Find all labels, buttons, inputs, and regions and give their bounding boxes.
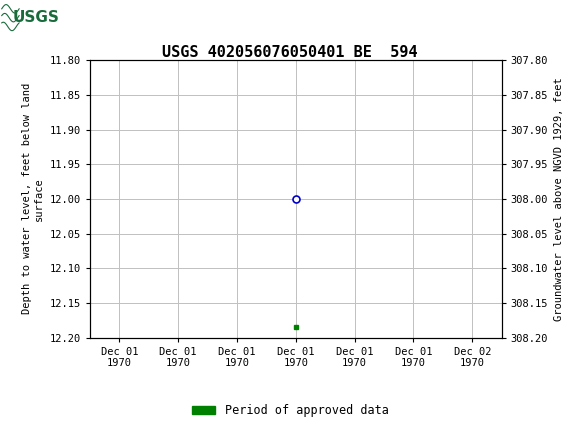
FancyBboxPatch shape [2,3,66,32]
Text: USGS: USGS [13,10,59,25]
Legend: Period of approved data: Period of approved data [187,399,393,422]
Text: USGS 402056076050401 BE  594: USGS 402056076050401 BE 594 [162,45,418,60]
Y-axis label: Groundwater level above NGVD 1929, feet: Groundwater level above NGVD 1929, feet [554,77,564,321]
Y-axis label: Depth to water level, feet below land
surface: Depth to water level, feet below land su… [23,83,44,314]
